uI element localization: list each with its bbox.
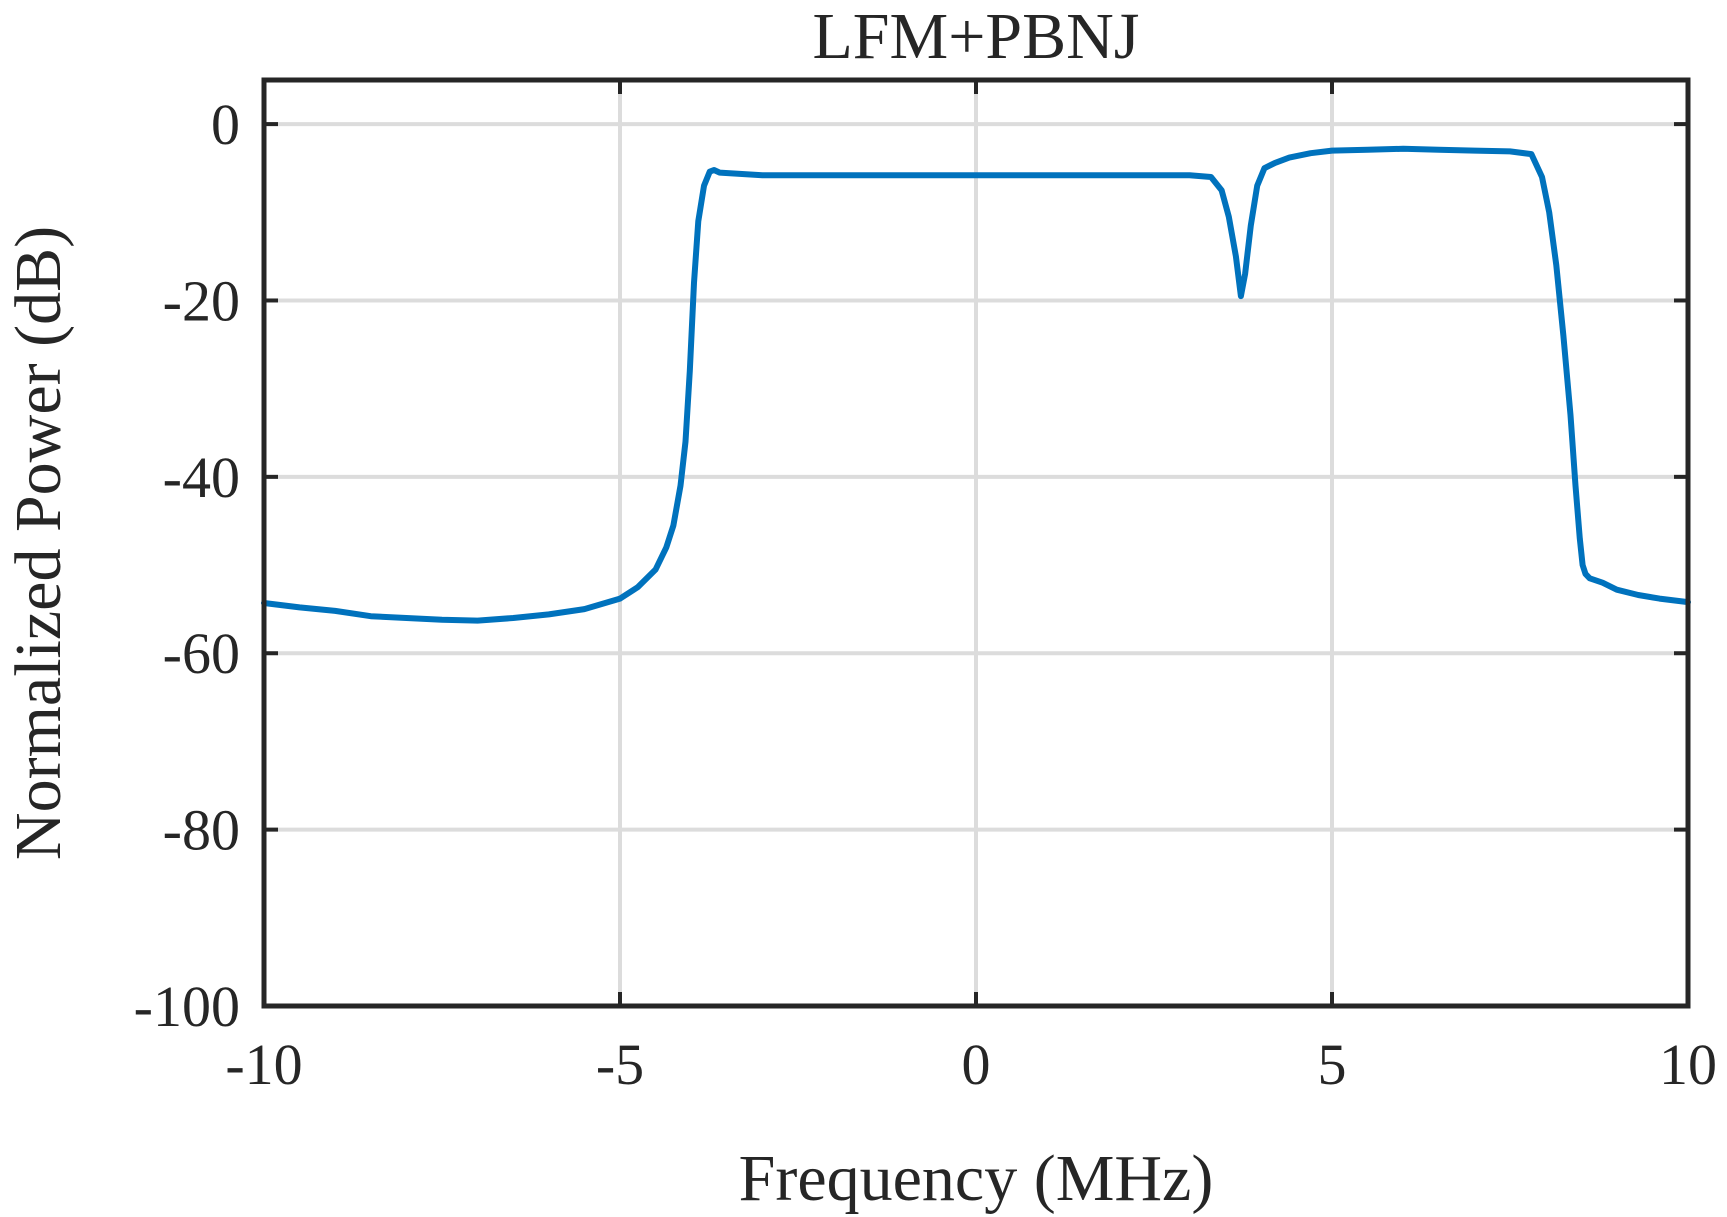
x-tick-label: -10 (225, 1032, 302, 1097)
x-tick-label: 0 (962, 1032, 991, 1097)
y-tick-label: -80 (163, 798, 240, 863)
y-tick-label: -100 (134, 974, 240, 1039)
y-tick-label: -40 (163, 445, 240, 510)
x-axis-title: Frequency (MHz) (739, 1142, 1214, 1215)
y-axis-title: Normalized Power (dB) (2, 226, 75, 860)
x-tick-label: 10 (1659, 1032, 1717, 1097)
x-tick-label: 5 (1318, 1032, 1347, 1097)
chart-title: LFM+PBNJ (812, 0, 1139, 73)
x-tick-label: -5 (596, 1032, 644, 1097)
series-line (261, 145, 1691, 624)
series-layer (261, 145, 1691, 624)
y-tick-label: -60 (163, 621, 240, 686)
y-tick-label: -20 (163, 268, 240, 333)
y-tick-label: 0 (211, 92, 240, 157)
axis-ticks (262, 80, 1690, 1008)
tick-labels: -10 -5 0 5 10 0 -20 -40 -60 -80 -100 (134, 92, 1717, 1097)
